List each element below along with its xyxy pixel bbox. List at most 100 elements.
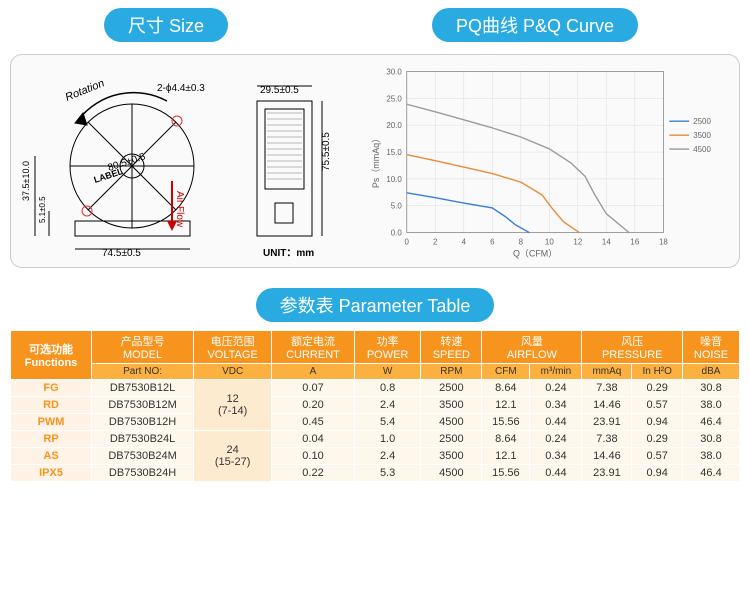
data-cell: 0.20 — [272, 397, 355, 414]
colgroup: 风压PRESSURE — [582, 331, 683, 364]
data-cell: 8.64 — [482, 380, 530, 397]
svg-text:37.5±10.0: 37.5±10.0 — [21, 161, 31, 201]
data-cell: 14.46 — [582, 397, 632, 414]
subcol: RPM — [421, 364, 482, 380]
data-cell: 15.56 — [482, 414, 530, 431]
voltage-cell: 12(7-14) — [194, 380, 272, 431]
svg-text:UNIT：mm: UNIT：mm — [263, 248, 314, 259]
data-cell: 7.38 — [582, 380, 632, 397]
data-cell: 5.3 — [354, 465, 421, 482]
data-cell: 3500 — [421, 448, 482, 465]
svg-text:75.5±0.5: 75.5±0.5 — [321, 132, 332, 171]
table-row: ASDB7530B24M0.102.4350012.10.3414.460.57… — [11, 448, 740, 465]
data-cell: 2.4 — [354, 397, 421, 414]
table-row: RDDB7530B12M 0.202.4350012.10.3414.460.57… — [11, 397, 740, 414]
data-cell: 2.4 — [354, 448, 421, 465]
func-cell: AS — [11, 448, 92, 465]
data-cell: 3500 — [421, 397, 482, 414]
model-cell: DB7530B12M — [92, 397, 194, 414]
subcol: CFM — [482, 364, 530, 380]
data-cell: 14.46 — [582, 448, 632, 465]
table-row: PWMDB7530B12H0.455.4450015.560.4423.910.… — [11, 414, 740, 431]
colgroup: 额定电流CURRENT — [272, 331, 355, 364]
subcol: In H²O — [632, 364, 683, 380]
subcol: dBA — [683, 364, 740, 380]
data-cell: 30.8 — [683, 431, 740, 448]
data-cell: 0.34 — [530, 448, 582, 465]
data-cell: 0.44 — [530, 465, 582, 482]
curve-header: PQ曲线 P&Q Curve — [432, 8, 638, 42]
svg-text:29.5±0.5: 29.5±0.5 — [260, 85, 299, 96]
svg-text:5.0: 5.0 — [391, 202, 403, 211]
top-headers: 尺寸 Size PQ曲线 P&Q Curve — [0, 0, 750, 50]
data-cell: 38.0 — [683, 448, 740, 465]
svg-text:10: 10 — [545, 238, 554, 247]
svg-text:8: 8 — [519, 238, 524, 247]
data-cell: 0.45 — [272, 414, 355, 431]
svg-text:18: 18 — [659, 238, 668, 247]
param-header: 参数表 Parameter Table — [256, 288, 495, 322]
data-cell: 0.07 — [272, 380, 355, 397]
svg-text:15.0: 15.0 — [386, 148, 402, 157]
data-cell: 0.24 — [530, 380, 582, 397]
data-cell: 0.24 — [530, 431, 582, 448]
voltage-cell: 24(15-27) — [194, 431, 272, 482]
mechanical-drawing: Rotation 2-ϕ4.4±0.3 29.5±0.5 75.5±0.5 80… — [17, 61, 357, 261]
svg-text:Q（CFM）: Q（CFM） — [513, 248, 557, 258]
data-cell: 0.8 — [354, 380, 421, 397]
data-cell: 8.64 — [482, 431, 530, 448]
data-cell: 0.94 — [632, 465, 683, 482]
data-cell: 46.4 — [683, 414, 740, 431]
svg-text:16: 16 — [630, 238, 639, 247]
data-cell: 0.57 — [632, 397, 683, 414]
parameter-table: 可选功能Functions产品型号MODEL电压范围VOLTAGE额定电流CUR… — [10, 330, 740, 482]
table-row: IPX5DB7530B24H0.225.3450015.560.4423.910… — [11, 465, 740, 482]
data-cell: 2500 — [421, 380, 482, 397]
subcol: W — [354, 364, 421, 380]
top-section: Rotation 2-ϕ4.4±0.3 29.5±0.5 75.5±0.5 8 0… — [10, 54, 740, 268]
colgroup: 噪音NOISE — [683, 331, 740, 364]
param-header-row: 参数表 Parameter Table — [0, 272, 750, 330]
svg-text:2-ϕ4.4±0.3: 2-ϕ4.4±0.3 — [157, 83, 205, 94]
colgroup: 转速SPEED — [421, 331, 482, 364]
svg-text:14: 14 — [602, 238, 611, 247]
model-cell: DB7530B12H — [92, 414, 194, 431]
data-cell: 12.1 — [482, 397, 530, 414]
data-cell: 15.56 — [482, 465, 530, 482]
data-cell: 0.44 — [530, 414, 582, 431]
data-cell: 0.22 — [272, 465, 355, 482]
data-cell: 5.4 — [354, 414, 421, 431]
data-cell: 0.94 — [632, 414, 683, 431]
svg-text:0: 0 — [405, 238, 410, 247]
size-header: 尺寸 Size — [104, 8, 228, 42]
colgroup: 功率POWER — [354, 331, 421, 364]
func-cell: PWM — [11, 414, 92, 431]
data-cell: 4500 — [421, 414, 482, 431]
data-cell: 0.29 — [632, 431, 683, 448]
data-cell: 0.04 — [272, 431, 355, 448]
svg-text:2500: 2500 — [693, 117, 711, 126]
data-cell: 0.10 — [272, 448, 355, 465]
svg-text:3500: 3500 — [693, 131, 711, 140]
svg-text:30.0: 30.0 — [386, 67, 402, 76]
model-cell: DB7530B12L — [92, 380, 194, 397]
pq-chart: 0246810121416180.05.010.015.020.025.030.… — [365, 61, 733, 261]
col-functions: 可选功能Functions — [11, 331, 92, 380]
data-cell: 12.1 — [482, 448, 530, 465]
data-cell: 1.0 — [354, 431, 421, 448]
svg-text:Rotation: Rotation — [64, 77, 106, 103]
subcol: mmAq — [582, 364, 632, 380]
func-cell: RD — [11, 397, 92, 414]
svg-text:6: 6 — [490, 238, 495, 247]
data-cell: 4500 — [421, 465, 482, 482]
data-cell: 0.34 — [530, 397, 582, 414]
data-cell: 30.8 — [683, 380, 740, 397]
svg-text:Ps（mmAq）: Ps（mmAq） — [371, 134, 381, 188]
svg-text:4500: 4500 — [693, 145, 711, 154]
svg-text:5.1±0.5: 5.1±0.5 — [38, 196, 47, 223]
data-cell: 0.57 — [632, 448, 683, 465]
subcol: VDC — [194, 364, 272, 380]
svg-text:74.5±0.5: 74.5±0.5 — [102, 248, 141, 259]
data-cell: 46.4 — [683, 465, 740, 482]
svg-text:25.0: 25.0 — [386, 94, 402, 103]
